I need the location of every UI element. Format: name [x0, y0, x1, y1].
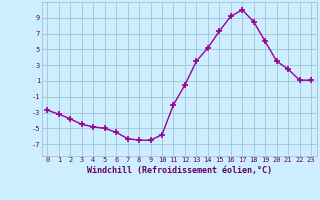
X-axis label: Windchill (Refroidissement éolien,°C): Windchill (Refroidissement éolien,°C)	[87, 166, 272, 175]
